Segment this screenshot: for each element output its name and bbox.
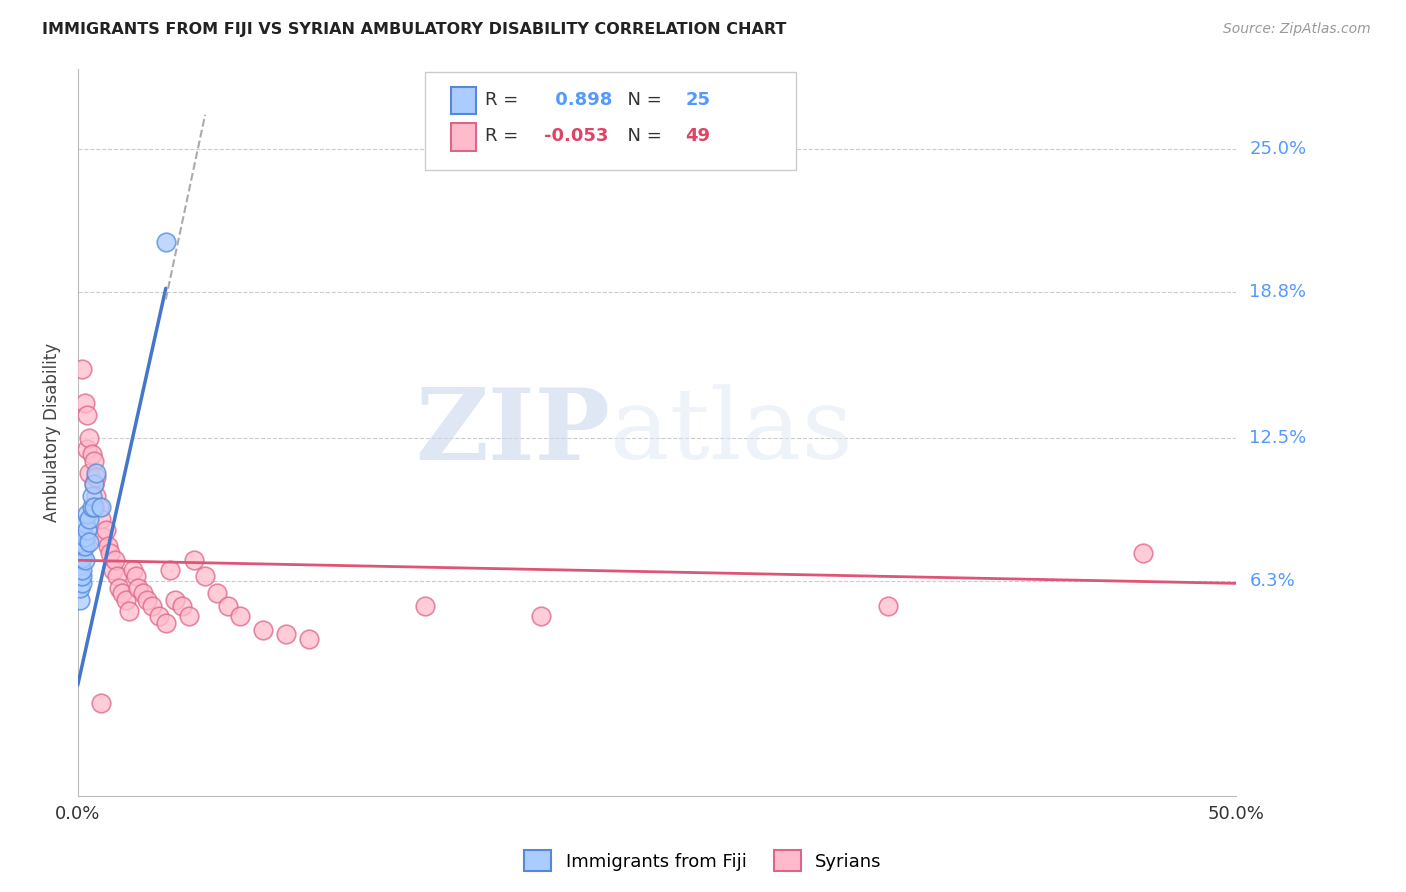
Point — [83, 477, 105, 491]
Point — [252, 623, 274, 637]
Point — [84, 489, 107, 503]
Text: 0.898: 0.898 — [548, 91, 613, 109]
Point — [183, 553, 205, 567]
Point — [84, 470, 107, 484]
Point — [79, 431, 101, 445]
Text: atlas: atlas — [610, 384, 853, 480]
Point — [155, 235, 177, 249]
Point — [79, 466, 101, 480]
Text: Source: ZipAtlas.com: Source: ZipAtlas.com — [1223, 22, 1371, 37]
Point — [229, 608, 252, 623]
Text: R =: R = — [485, 128, 524, 145]
Point — [177, 608, 200, 623]
Point — [80, 489, 103, 503]
Text: N =: N = — [616, 91, 668, 109]
Point — [108, 581, 131, 595]
Point — [73, 530, 96, 544]
Point — [79, 512, 101, 526]
Point — [69, 581, 91, 595]
Point — [141, 599, 163, 614]
Point — [72, 551, 94, 566]
Point — [72, 562, 94, 576]
Point — [127, 581, 149, 595]
Point — [1132, 546, 1154, 560]
Point — [72, 361, 94, 376]
Point — [136, 592, 159, 607]
Point — [163, 592, 186, 607]
Legend: Immigrants from Fiji, Syrians: Immigrants from Fiji, Syrians — [517, 843, 889, 879]
Point — [90, 512, 112, 526]
Point — [76, 523, 98, 537]
Point — [73, 553, 96, 567]
Point — [97, 540, 120, 554]
FancyBboxPatch shape — [450, 87, 477, 114]
Point — [205, 585, 228, 599]
Point — [124, 569, 146, 583]
Point — [155, 615, 177, 630]
Point — [72, 576, 94, 591]
Point — [76, 507, 98, 521]
Point — [413, 599, 436, 614]
Point — [159, 562, 181, 576]
Text: R =: R = — [485, 91, 524, 109]
Text: N =: N = — [616, 128, 668, 145]
Point — [69, 558, 91, 572]
FancyBboxPatch shape — [425, 72, 796, 170]
Text: 49: 49 — [686, 128, 710, 145]
Point — [80, 500, 103, 515]
Point — [83, 477, 105, 491]
Text: IMMIGRANTS FROM FIJI VS SYRIAN AMBULATORY DISABILITY CORRELATION CHART: IMMIGRANTS FROM FIJI VS SYRIAN AMBULATOR… — [42, 22, 786, 37]
Text: 6.3%: 6.3% — [1250, 572, 1295, 590]
Point — [76, 442, 98, 457]
Point — [69, 592, 91, 607]
Text: -0.053: -0.053 — [544, 128, 609, 145]
Text: 18.8%: 18.8% — [1250, 284, 1306, 301]
Point — [76, 408, 98, 422]
Point — [80, 447, 103, 461]
Text: 25.0%: 25.0% — [1250, 140, 1306, 158]
Point — [530, 608, 553, 623]
Point — [72, 569, 94, 583]
Point — [298, 632, 321, 646]
Point — [69, 569, 91, 583]
Point — [90, 697, 112, 711]
Point — [104, 553, 127, 567]
FancyBboxPatch shape — [450, 123, 477, 151]
Point — [111, 585, 134, 599]
Point — [276, 627, 298, 641]
Point — [90, 500, 112, 515]
Point — [170, 599, 193, 614]
Point — [217, 599, 239, 614]
Point — [101, 562, 124, 576]
Point — [73, 516, 96, 531]
Point — [194, 569, 217, 583]
Point — [87, 500, 110, 515]
Text: 25: 25 — [686, 91, 710, 109]
Point — [79, 534, 101, 549]
Point — [73, 540, 96, 554]
Point — [83, 454, 105, 468]
Text: 12.5%: 12.5% — [1250, 429, 1306, 447]
Point — [131, 585, 153, 599]
Point — [84, 466, 107, 480]
Point — [98, 546, 121, 560]
Point — [72, 540, 94, 554]
Point — [105, 569, 128, 583]
Point — [148, 608, 170, 623]
Y-axis label: Ambulatory Disability: Ambulatory Disability — [44, 343, 60, 522]
Point — [122, 562, 145, 576]
Point — [877, 599, 900, 614]
Point — [73, 396, 96, 410]
Point — [118, 604, 141, 618]
Point — [69, 553, 91, 567]
Point — [91, 530, 114, 544]
Point — [94, 523, 117, 537]
Text: ZIP: ZIP — [415, 384, 610, 481]
Point — [115, 592, 138, 607]
Point — [83, 500, 105, 515]
